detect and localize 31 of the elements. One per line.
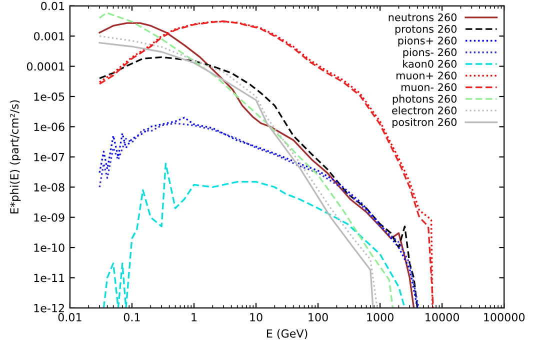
legend-label: protons 260 [395,25,457,35]
x-axis-title: E (GeV) [266,329,308,340]
y-tick-label: 0.0001 [26,62,64,71]
y-tick-label: 1e-06 [34,122,64,132]
x-tick-label: 100000 [484,312,525,322]
legend-label: kaon0 260 [403,60,457,68]
y-tick-label: 1e-08 [34,183,64,192]
legend-label: electron 260 [392,106,457,114]
x-tick-label: 0.1 [124,312,140,322]
x-tick-label: 10000 [426,312,460,322]
x-tick-label: 10 [250,312,262,322]
y-tick-label: 1e-09 [34,213,64,222]
legend-label: pions+ 260 [398,36,457,47]
y-axis-title: E*phi(E) (part/cm²/s) [10,100,21,214]
x-tick-label: 1 [192,313,197,322]
y-tick-label: 1e-10 [34,244,64,252]
y-tick-label: 0.01 [41,2,64,10]
y-tick-label: 1e-11 [34,274,64,282]
x-tick-label: 100 [308,312,328,322]
y-tick-label: 1e-12 [34,304,64,312]
legend-label: positron 260 [392,118,457,128]
legend-label: photons 260 [392,94,457,105]
y-tick-label: 0.001 [34,32,64,40]
y-tick-label: 1e-07 [34,152,64,162]
x-tick-label: 0.01 [58,312,82,322]
legend-label: neutrons 260 [388,13,457,22]
legend-label: muon+ 260 [396,72,457,80]
legend-label: pions- 260 [403,48,457,58]
y-tick-label: 1e-05 [34,92,64,101]
legend-label: muon- 260 [401,83,457,92]
x-tick-label: 1000 [367,312,394,322]
